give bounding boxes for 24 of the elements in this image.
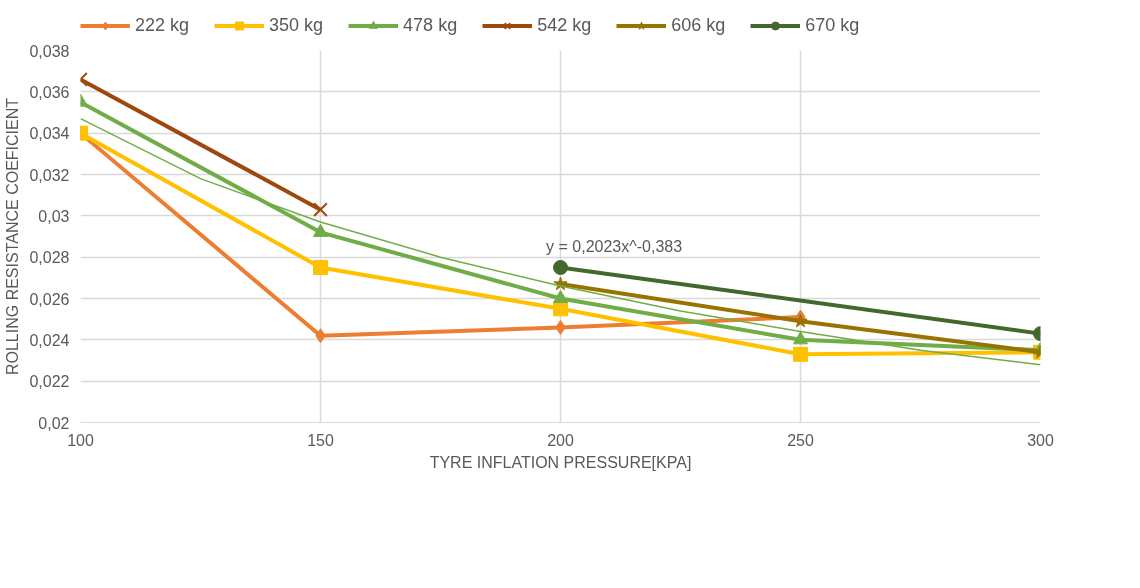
y-tick-label: 0,022 xyxy=(29,373,70,391)
y-tick-label: 0,032 xyxy=(29,166,70,184)
y-tick-label: 0,028 xyxy=(29,249,70,267)
y-tick-label: 0,038 xyxy=(29,42,70,60)
y-tick-label: 0,026 xyxy=(29,290,70,308)
x-tick-label: 150 xyxy=(307,431,334,449)
legend-label: 222 kg xyxy=(135,14,190,36)
y-tick-label: 0,02 xyxy=(38,414,70,432)
legend-label: 606 kg xyxy=(671,14,726,36)
x-tick-label: 300 xyxy=(1027,431,1054,449)
x-axis-title: TYRE INFLATION PRESSURE[KPA] xyxy=(429,453,692,471)
x-tick-label: 250 xyxy=(787,431,814,449)
y-axis-title: ROLLING RESISTANCE COEFICIENT xyxy=(4,97,22,376)
legend-label: 478 kg xyxy=(403,14,458,36)
y-tick-label: 0,024 xyxy=(29,331,70,349)
y-tick-label: 0,03 xyxy=(38,207,70,225)
legend-label: 542 kg xyxy=(537,14,592,36)
annotation: y = 0,2023x^-0,383 xyxy=(546,238,683,256)
y-tick-label: 0,034 xyxy=(29,125,70,143)
x-tick-label: 100 xyxy=(67,431,94,449)
x-tick-label: 200 xyxy=(547,431,574,449)
legend-label: 350 kg xyxy=(269,14,324,36)
y-tick-label: 0,036 xyxy=(29,83,70,101)
legend-label: 670 kg xyxy=(805,14,860,36)
